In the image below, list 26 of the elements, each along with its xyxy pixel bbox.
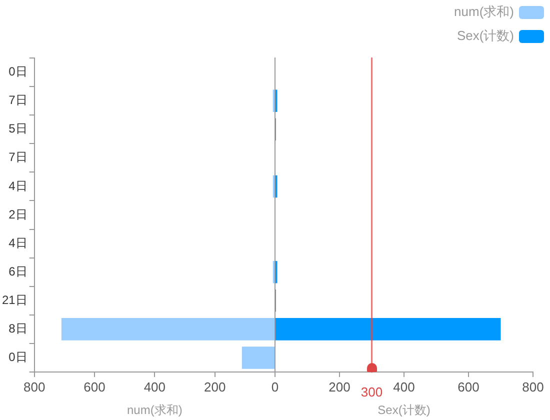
- y-tick-label: 0日: [8, 64, 28, 79]
- ref-line-label: 300: [360, 384, 383, 400]
- y-tick-label: 4日: [8, 236, 28, 250]
- x-tick-label: 800: [23, 379, 46, 394]
- y-tick-label: 8日: [8, 321, 28, 336]
- y-tick-label: 4日: [8, 178, 28, 193]
- y-tick-label: 6日: [8, 264, 28, 278]
- y-tick-label: 7日: [8, 150, 28, 164]
- x-axis-title: Sex(计数): [378, 403, 430, 418]
- y-tick-label: 5日: [8, 122, 28, 136]
- x-tick-label: 600: [84, 379, 106, 394]
- y-tick-label: 7日: [8, 93, 28, 108]
- x-tick-label: 0: [271, 379, 279, 394]
- y-tick-label: 0日: [8, 350, 28, 364]
- x-tick-label: 200: [204, 379, 226, 394]
- x-axis-title: num(求和): [127, 403, 182, 418]
- legend-label: num(求和): [454, 3, 514, 21]
- y-tick-label: 2日: [8, 207, 28, 222]
- y-tick-label: 21日: [2, 292, 28, 307]
- x-tick-label: 400: [393, 379, 415, 394]
- legend-label: Sex(计数): [456, 27, 514, 45]
- bar: [242, 346, 274, 369]
- x-tick-label: 200: [328, 379, 350, 394]
- x-tick-label: 600: [458, 379, 480, 394]
- x-tick-label: 400: [144, 379, 166, 394]
- x-tick-label: 800: [522, 379, 544, 394]
